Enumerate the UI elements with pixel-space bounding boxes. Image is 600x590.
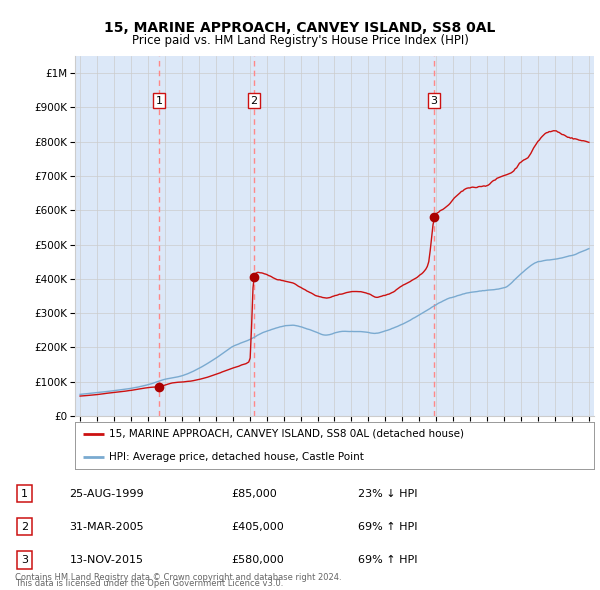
Text: 23% ↓ HPI: 23% ↓ HPI <box>358 489 417 499</box>
Text: 1: 1 <box>155 96 163 106</box>
Text: 69% ↑ HPI: 69% ↑ HPI <box>358 555 417 565</box>
Text: £580,000: £580,000 <box>231 555 284 565</box>
Text: HPI: Average price, detached house, Castle Point: HPI: Average price, detached house, Cast… <box>109 453 364 462</box>
Text: 15, MARINE APPROACH, CANVEY ISLAND, SS8 0AL: 15, MARINE APPROACH, CANVEY ISLAND, SS8 … <box>104 21 496 35</box>
Text: 13-NOV-2015: 13-NOV-2015 <box>70 555 143 565</box>
Text: 25-AUG-1999: 25-AUG-1999 <box>70 489 144 499</box>
Text: Contains HM Land Registry data © Crown copyright and database right 2024.: Contains HM Land Registry data © Crown c… <box>15 573 341 582</box>
Text: 2: 2 <box>21 522 28 532</box>
Text: 15, MARINE APPROACH, CANVEY ISLAND, SS8 0AL (detached house): 15, MARINE APPROACH, CANVEY ISLAND, SS8 … <box>109 429 464 438</box>
Text: 3: 3 <box>21 555 28 565</box>
Text: Price paid vs. HM Land Registry's House Price Index (HPI): Price paid vs. HM Land Registry's House … <box>131 34 469 47</box>
Text: £405,000: £405,000 <box>231 522 284 532</box>
Text: 31-MAR-2005: 31-MAR-2005 <box>70 522 144 532</box>
Text: 3: 3 <box>431 96 437 106</box>
Text: 2: 2 <box>250 96 257 106</box>
Text: This data is licensed under the Open Government Licence v3.0.: This data is licensed under the Open Gov… <box>15 579 283 588</box>
Text: 69% ↑ HPI: 69% ↑ HPI <box>358 522 417 532</box>
Text: 1: 1 <box>21 489 28 499</box>
Text: £85,000: £85,000 <box>231 489 277 499</box>
